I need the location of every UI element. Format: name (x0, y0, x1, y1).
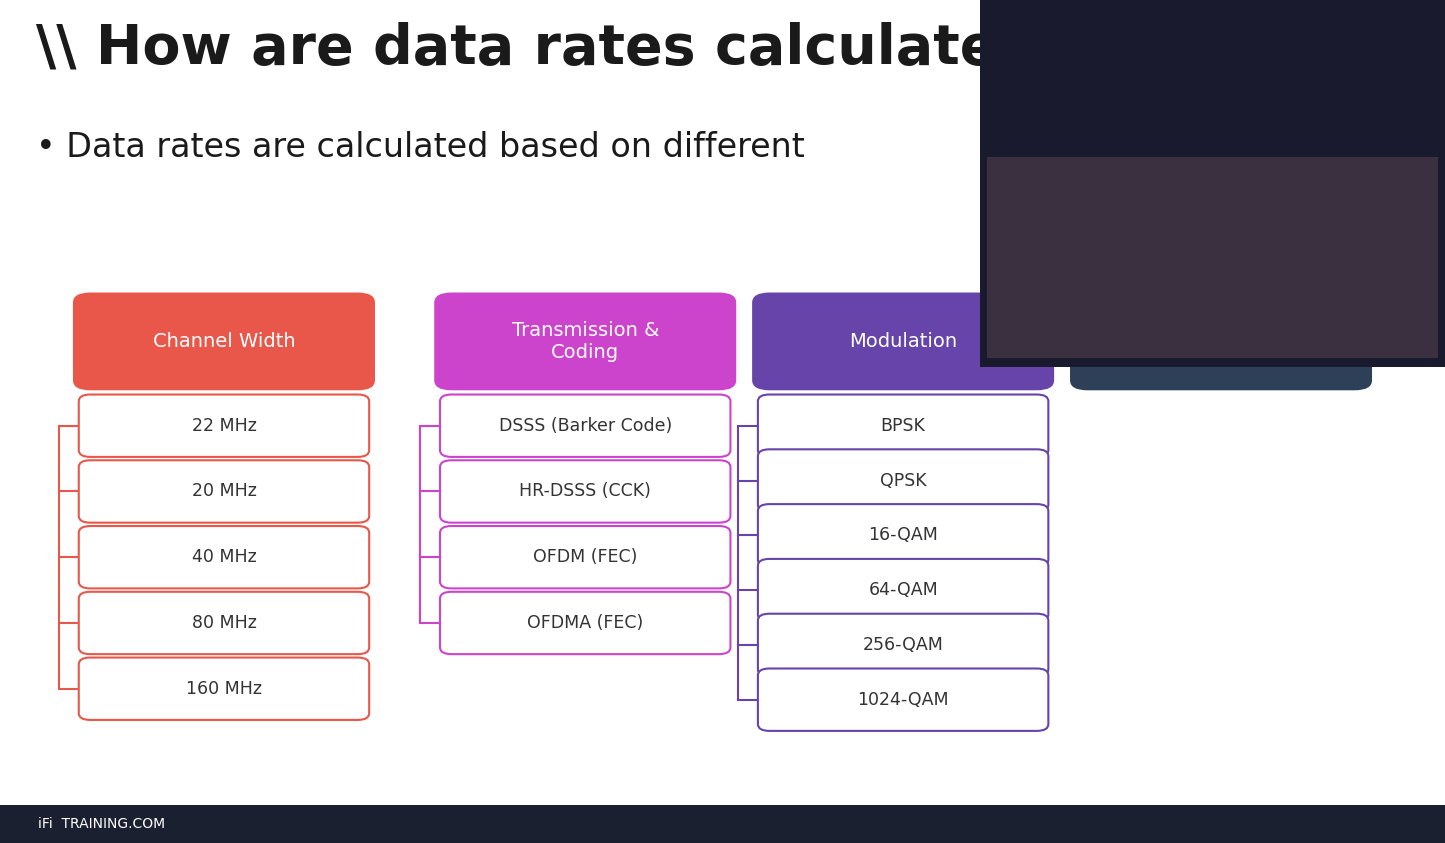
FancyBboxPatch shape (439, 526, 731, 588)
Text: 256-QAM: 256-QAM (863, 636, 944, 654)
FancyBboxPatch shape (78, 460, 370, 523)
Text: 16-QAM: 16-QAM (868, 526, 938, 545)
Text: • Data rates are calculated based on different: • Data rates are calculated based on dif… (36, 131, 805, 164)
Text: DSSS (Barker Code): DSSS (Barker Code) (499, 416, 672, 435)
Text: \\ How are data rates calculated?: \\ How are data rates calculated? (36, 21, 1069, 75)
Text: 20 MHz: 20 MHz (192, 482, 256, 501)
FancyBboxPatch shape (78, 592, 370, 654)
Text: QPSK: QPSK (880, 471, 926, 490)
Text: 80 MHz: 80 MHz (192, 614, 256, 632)
Text: 40 MHz: 40 MHz (192, 548, 256, 566)
Text: OFDMA (FEC): OFDMA (FEC) (527, 614, 643, 632)
Text: BPSK: BPSK (880, 416, 926, 435)
Text: 160 MHz: 160 MHz (186, 679, 262, 698)
Bar (0, 805, 1445, 843)
Text: 22 MHz: 22 MHz (192, 416, 256, 435)
FancyBboxPatch shape (78, 395, 370, 457)
Text: iFi  TRAINING.COM: iFi TRAINING.COM (38, 818, 165, 831)
FancyBboxPatch shape (1069, 293, 1371, 390)
FancyBboxPatch shape (72, 293, 376, 390)
Text: Transmission &
Coding: Transmission & Coding (512, 321, 659, 362)
FancyBboxPatch shape (757, 504, 1049, 566)
Text: Channel Width: Channel Width (153, 332, 295, 351)
Bar (980, 0, 1445, 367)
FancyBboxPatch shape (434, 293, 736, 390)
FancyBboxPatch shape (757, 559, 1049, 621)
FancyBboxPatch shape (757, 449, 1049, 512)
Text: OFDM (FEC): OFDM (FEC) (533, 548, 637, 566)
FancyBboxPatch shape (439, 460, 731, 523)
Text: 64-QAM: 64-QAM (868, 581, 938, 599)
FancyBboxPatch shape (78, 526, 370, 588)
Text: 1024-QAM: 1024-QAM (857, 690, 949, 709)
Text: Other Variables: Other Variables (1146, 332, 1296, 351)
FancyBboxPatch shape (439, 395, 731, 457)
FancyBboxPatch shape (439, 592, 731, 654)
Text: HR-DSSS (CCK): HR-DSSS (CCK) (519, 482, 652, 501)
FancyBboxPatch shape (757, 614, 1049, 676)
FancyBboxPatch shape (751, 293, 1053, 390)
FancyBboxPatch shape (757, 668, 1049, 731)
FancyBboxPatch shape (78, 658, 370, 720)
Text: Modulation: Modulation (850, 332, 957, 351)
Bar (987, 157, 1438, 358)
FancyBboxPatch shape (757, 395, 1049, 457)
